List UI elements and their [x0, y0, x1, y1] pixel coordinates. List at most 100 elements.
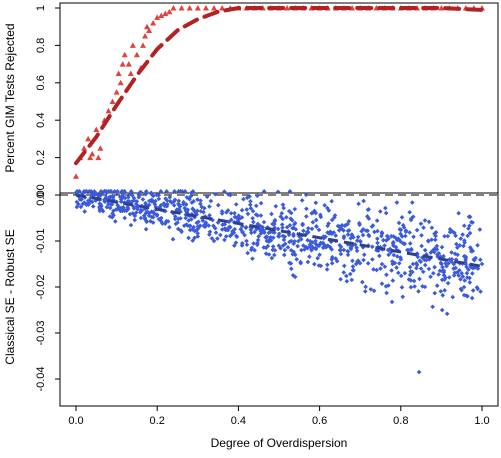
bottom-data-point	[434, 283, 440, 288]
bottom-data-point	[184, 194, 190, 200]
bottom-data-point	[268, 238, 274, 243]
bottom-data-point	[438, 260, 444, 266]
bottom-data-point	[137, 190, 142, 196]
bottom-data-point	[352, 242, 358, 247]
bottom-data-point	[332, 215, 337, 220]
bottom-data-point	[386, 252, 391, 258]
bottom-data-point	[88, 195, 94, 201]
bottom-data-point	[361, 257, 366, 263]
top-data-point	[166, 8, 173, 15]
bottom-data-point	[245, 250, 251, 256]
bottom-data-point	[354, 245, 359, 251]
bottom-data-point	[156, 196, 162, 202]
bottom-data-point	[407, 209, 412, 215]
bottom-data-point	[292, 206, 298, 212]
bottom-data-point	[437, 268, 443, 274]
bottom-data-point	[414, 265, 419, 271]
bottom-data-point	[358, 239, 363, 245]
bottom-data-point	[113, 207, 119, 212]
bottom-data-point	[119, 189, 125, 194]
bottom-data-point	[318, 214, 324, 220]
bottom-data-point	[408, 278, 414, 283]
bottom-data-point	[115, 202, 120, 208]
bottom-data-point	[462, 238, 467, 243]
bottom-data-point	[472, 265, 478, 270]
bottom-data-point	[316, 227, 322, 233]
bottom-data-point	[178, 216, 183, 221]
bottom-data-point	[272, 252, 277, 258]
bottom-y-axis-label: Classical SE - Robust SE	[3, 229, 17, 364]
bottom-data-point	[224, 210, 229, 215]
bottom-data-point	[190, 189, 196, 194]
bottom-data-point	[253, 212, 259, 217]
bottom-data-point	[281, 237, 287, 243]
bottom-data-point	[344, 273, 349, 279]
bottom-data-point	[338, 251, 344, 257]
bottom-data-point	[173, 221, 179, 227]
bottom-data-point	[408, 284, 414, 290]
bottom-data-point	[390, 241, 396, 246]
bottom-data-point	[357, 220, 362, 226]
bottom-data-point	[212, 225, 218, 231]
top-data-point	[89, 150, 96, 157]
bottom-data-point	[398, 227, 404, 233]
bottom-data-point	[470, 288, 476, 293]
bottom-data-point	[401, 225, 407, 230]
bottom-data-point	[345, 221, 351, 227]
bottom-data-point	[250, 215, 255, 221]
bottom-data-point	[349, 277, 355, 283]
bottom-data-point	[417, 276, 422, 282]
bottom-data-point	[202, 224, 208, 230]
bottom-data-point	[394, 200, 400, 205]
bottom-data-point	[167, 224, 172, 230]
bottom-data-point	[189, 200, 195, 205]
bottom-data-point	[329, 247, 334, 252]
bottom-data-point	[383, 284, 389, 289]
bottom-data-point	[290, 272, 296, 278]
bottom-data-point	[194, 220, 200, 226]
bottom-data-point	[438, 254, 443, 259]
bottom-data-point	[435, 252, 440, 258]
bottom-data-point	[104, 204, 110, 210]
bottom-data-point	[361, 198, 366, 204]
top-data-point	[170, 5, 177, 11]
bottom-data-point	[379, 261, 385, 267]
bottom-data-point	[321, 242, 327, 247]
bottom-data-point	[131, 204, 136, 210]
top-data-point	[194, 5, 201, 11]
bottom-data-point	[430, 304, 435, 310]
bottom-data-point	[313, 210, 319, 216]
bottom-data-point	[208, 198, 214, 204]
bottom-data-point	[150, 220, 156, 225]
bottom-data-point	[215, 236, 220, 241]
bottom-data-point	[272, 247, 278, 253]
x-axis-label: Degree of Overdispersion	[211, 436, 348, 450]
top-data-point	[186, 5, 193, 11]
bottom-data-point	[153, 198, 158, 204]
bottom-data-point	[399, 285, 405, 290]
bottom-data-point	[409, 216, 414, 221]
bottom-data-point	[185, 207, 191, 213]
bottom-data-point	[326, 231, 332, 236]
bottom-data-point	[329, 198, 334, 204]
bottom-data-point	[89, 192, 94, 198]
bottom-data-point	[258, 200, 264, 206]
bottom-data-point	[436, 250, 442, 256]
bottom-data-point	[468, 246, 474, 252]
bottom-data-point	[420, 284, 425, 289]
bottom-data-point	[466, 214, 472, 220]
bottom-data-point	[287, 222, 293, 228]
bottom-data-point	[439, 307, 445, 313]
bottom-data-point	[467, 230, 473, 236]
bottom-data-point	[280, 202, 286, 208]
bottom-data-point	[339, 222, 345, 228]
top-data-point	[438, 5, 445, 11]
bottom-data-point	[301, 243, 306, 248]
top-data-point	[219, 5, 226, 11]
bottom-data-point	[158, 202, 164, 208]
top-data-point	[127, 70, 134, 76]
bottom-data-point	[326, 208, 332, 213]
bottom-data-point	[434, 243, 440, 249]
bottom-data-point	[395, 254, 400, 259]
bottom-data-point	[167, 195, 173, 200]
